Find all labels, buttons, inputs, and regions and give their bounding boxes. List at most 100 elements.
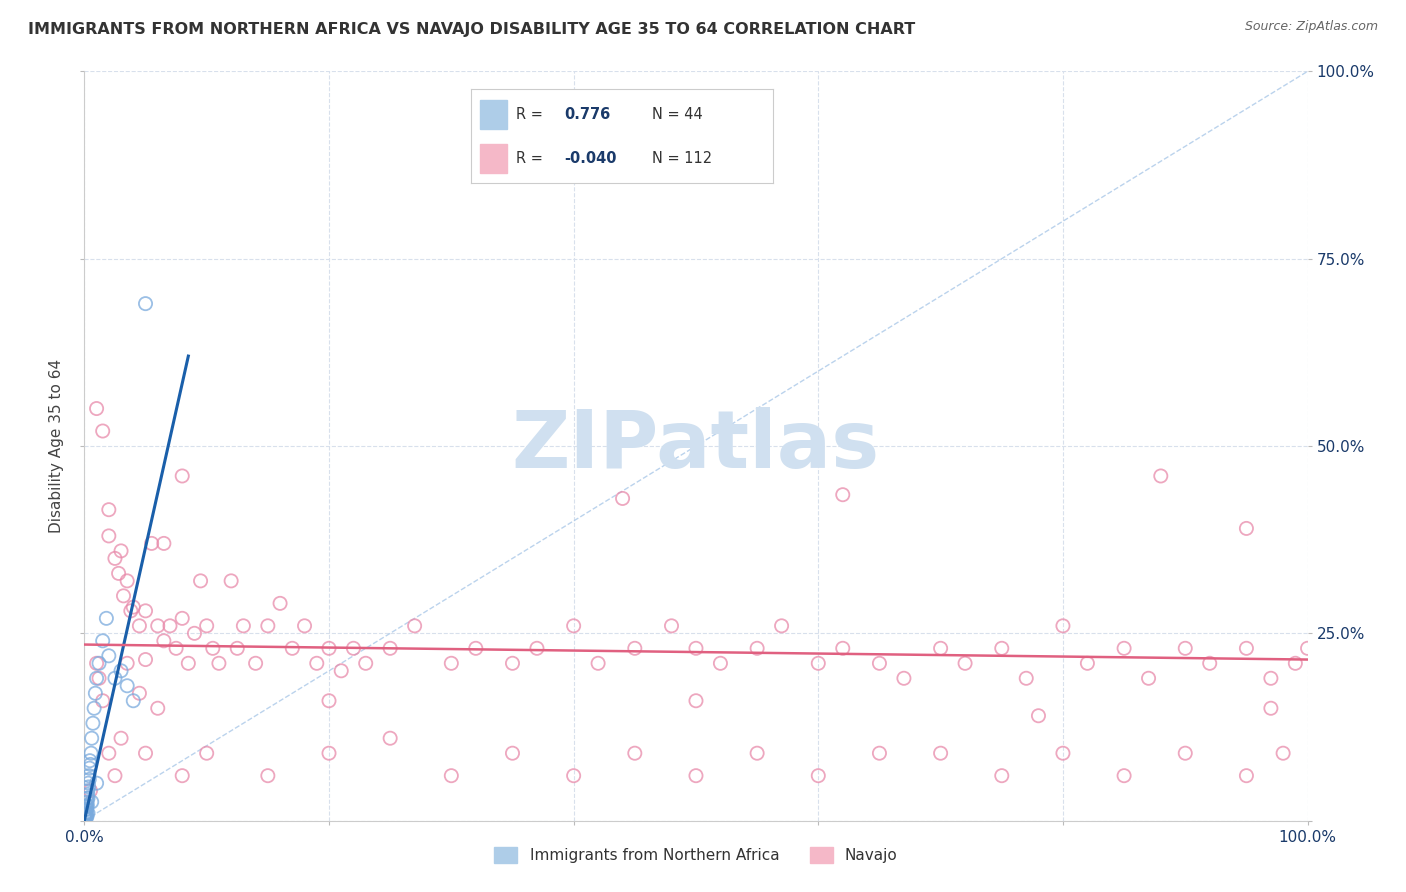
- Point: [440, 769, 463, 783]
- Point: [146, 619, 169, 633]
- Point: [96, 611, 118, 625]
- Point: [807, 769, 830, 783]
- Point: [219, 574, 242, 588]
- Point: [82, 716, 104, 731]
- Point: [87, 671, 110, 685]
- Point: [77, 791, 100, 805]
- Point: [83, 701, 105, 715]
- Point: [75, 802, 97, 816]
- Point: [97, 648, 120, 663]
- Point: [73, 811, 96, 825]
- Point: [807, 657, 830, 671]
- Point: [80, 746, 103, 760]
- Point: [294, 619, 316, 633]
- Point: [115, 679, 138, 693]
- Point: [624, 641, 647, 656]
- Point: [1076, 657, 1098, 671]
- Point: [1114, 641, 1136, 656]
- Point: [76, 802, 98, 816]
- Point: [1296, 641, 1319, 656]
- Point: [86, 671, 108, 685]
- Point: [122, 600, 145, 615]
- Point: [77, 780, 100, 794]
- Point: [257, 619, 280, 633]
- Point: [464, 641, 486, 656]
- Point: [76, 798, 98, 813]
- Point: [128, 619, 150, 633]
- Point: [502, 746, 524, 760]
- Point: [75, 798, 97, 813]
- Point: [747, 746, 769, 760]
- Point: [76, 788, 98, 802]
- Point: [91, 424, 114, 438]
- Point: [79, 757, 101, 772]
- Point: [281, 641, 304, 656]
- Text: N = 44: N = 44: [652, 107, 703, 122]
- Point: [201, 641, 224, 656]
- Point: [1052, 746, 1074, 760]
- Point: [153, 536, 176, 550]
- Point: [991, 641, 1014, 656]
- Point: [747, 641, 769, 656]
- Point: [195, 746, 218, 760]
- Point: [75, 810, 97, 824]
- Point: [831, 488, 853, 502]
- Point: [709, 657, 731, 671]
- Point: [380, 731, 402, 746]
- Legend: Immigrants from Northern Africa, Navajo: Immigrants from Northern Africa, Navajo: [488, 841, 904, 869]
- Point: [953, 657, 976, 671]
- Point: [75, 811, 97, 825]
- Point: [75, 800, 97, 814]
- Point: [172, 611, 194, 625]
- Point: [1150, 469, 1173, 483]
- Point: [685, 769, 707, 783]
- Text: N = 112: N = 112: [652, 151, 713, 166]
- Point: [128, 686, 150, 700]
- Point: [115, 657, 138, 671]
- Point: [104, 671, 127, 685]
- Point: [135, 746, 157, 760]
- Point: [318, 641, 340, 656]
- Point: [1114, 769, 1136, 783]
- Point: [318, 746, 340, 760]
- Point: [135, 652, 157, 666]
- Point: [80, 795, 103, 809]
- Point: [342, 641, 364, 656]
- Point: [190, 574, 212, 588]
- Point: [380, 641, 402, 656]
- Point: [404, 619, 426, 633]
- Point: [929, 746, 952, 760]
- Text: R =: R =: [516, 107, 543, 122]
- Point: [146, 701, 169, 715]
- Point: [86, 657, 108, 671]
- Point: [562, 769, 585, 783]
- Point: [79, 761, 101, 775]
- Point: [661, 619, 683, 633]
- Point: [1236, 521, 1258, 535]
- Point: [1260, 701, 1282, 715]
- Point: [257, 769, 280, 783]
- Point: [562, 619, 585, 633]
- Point: [120, 604, 142, 618]
- Point: [77, 776, 100, 790]
- Point: [1284, 657, 1306, 671]
- Point: [112, 589, 135, 603]
- Point: [159, 619, 181, 633]
- Point: [97, 529, 120, 543]
- Point: [141, 536, 163, 550]
- Point: [685, 694, 707, 708]
- Text: 0.776: 0.776: [565, 107, 612, 122]
- Point: [91, 633, 114, 648]
- Point: [79, 783, 101, 797]
- Point: [76, 791, 98, 805]
- Point: [318, 694, 340, 708]
- Point: [77, 806, 100, 821]
- Point: [1052, 619, 1074, 633]
- Point: [1174, 746, 1197, 760]
- Point: [87, 657, 110, 671]
- Point: [135, 604, 157, 618]
- Point: [104, 551, 127, 566]
- Point: [1236, 641, 1258, 656]
- Point: [115, 574, 138, 588]
- Point: [122, 694, 145, 708]
